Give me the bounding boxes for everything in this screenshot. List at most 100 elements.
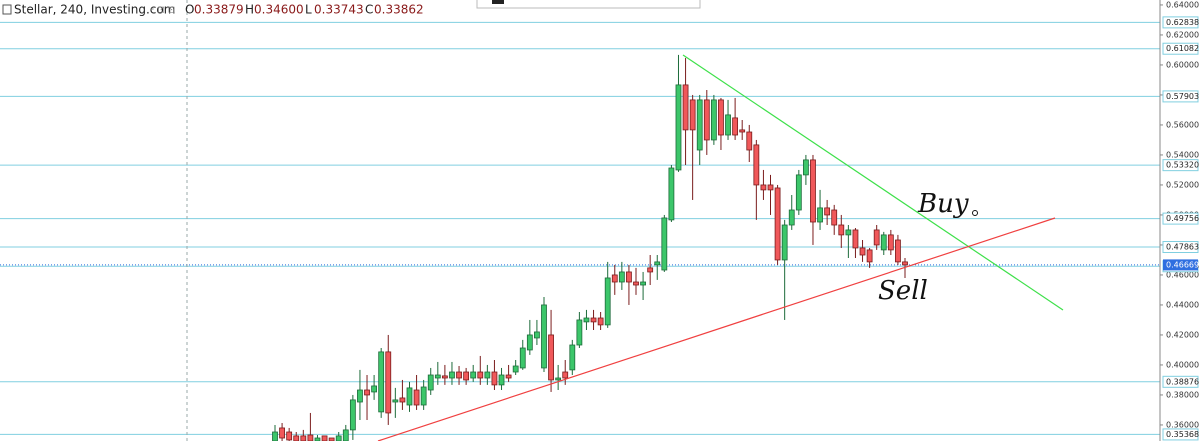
candle-body	[710, 99, 717, 141]
candle-body	[512, 365, 519, 373]
level-label-box	[1162, 375, 1199, 388]
candle-body	[427, 374, 434, 391]
candle-body	[342, 429, 349, 441]
trend-line-up[interactable]	[377, 217, 1056, 441]
candles-layer	[272, 54, 908, 441]
candle-body	[314, 437, 321, 441]
level-label-box	[1162, 90, 1199, 103]
candle-body	[618, 271, 625, 283]
candle-body	[661, 217, 668, 271]
candle-body	[307, 434, 314, 441]
y-tick-label: 0.38000	[1166, 390, 1199, 399]
level-label: 0.38876	[1166, 377, 1199, 386]
grid-layer	[0, 21, 1160, 435]
annotation-handle	[972, 210, 978, 216]
readout-key: H	[245, 3, 254, 17]
candle-body	[328, 437, 335, 441]
candle-body	[640, 281, 646, 286]
y-tick-label: 0.42000	[1166, 330, 1199, 339]
candle-body	[668, 167, 675, 221]
level-label: 0.47863	[1166, 243, 1199, 252]
candle-body	[321, 435, 328, 441]
toolbar-icon	[492, 0, 504, 4]
candle-body	[286, 431, 293, 441]
candle-body	[519, 347, 526, 369]
candle-body	[555, 377, 562, 381]
candle-body	[505, 374, 512, 379]
level-label-box	[1162, 241, 1199, 254]
candle-body	[647, 267, 654, 273]
candle-body	[392, 399, 399, 403]
readout-key: C	[365, 3, 373, 17]
candle-body	[880, 234, 887, 251]
y-tick-label: 0.62000	[1166, 30, 1199, 39]
candle-body	[781, 224, 788, 261]
trend-line-down[interactable]	[682, 54, 1064, 311]
candle-body	[795, 174, 802, 211]
settings-icon[interactable]: ⁃ ⊡ ⊡	[150, 6, 175, 16]
candle-body	[413, 389, 420, 406]
candle-body	[689, 99, 696, 131]
candle-body	[364, 389, 370, 396]
candle-body	[441, 375, 448, 379]
y-tick-label: 0.54000	[1166, 150, 1199, 159]
candle-body	[788, 209, 795, 226]
candle-body	[767, 184, 774, 191]
candle-body	[484, 371, 491, 379]
candle-body	[682, 84, 689, 131]
candle-body	[576, 319, 583, 346]
readout-key: O	[185, 3, 194, 17]
candle-body	[534, 331, 540, 339]
level-label: 0.57903	[1166, 92, 1199, 101]
level-label: 0.35368	[1166, 430, 1199, 439]
candle-body	[449, 371, 455, 379]
candle-body	[597, 317, 604, 326]
candle-body	[583, 317, 590, 323]
candle-body	[590, 317, 597, 323]
y-tick-label: 0.36000	[1166, 420, 1199, 429]
level-label: 0.61082	[1166, 44, 1199, 53]
candle-body	[420, 386, 427, 406]
y-tick-label: 0.56000	[1166, 120, 1199, 129]
candle-body	[349, 399, 356, 431]
toolbar[interactable]	[476, 0, 701, 9]
candle-body	[831, 209, 838, 226]
y-tick-label: 0.52000	[1166, 180, 1199, 189]
candle-body	[802, 159, 809, 176]
candle-body	[491, 371, 498, 386]
candle-body	[824, 207, 831, 216]
collapse-icon[interactable]	[2, 4, 12, 15]
candle-body	[335, 435, 342, 441]
candle-body	[696, 99, 703, 151]
level-label-box	[1162, 159, 1199, 172]
candle-body	[753, 144, 760, 186]
candle-body	[357, 389, 363, 403]
candle-body	[739, 129, 746, 133]
ohlc-readout: O 0.33879 H 0.34600 L 0.33743 C 0.33862	[185, 3, 424, 17]
candle-body	[611, 274, 618, 283]
level-label: 0.53320	[1166, 161, 1199, 170]
candle-body	[626, 271, 632, 283]
annotation-sell: Sell	[878, 276, 928, 306]
level-label-box	[1162, 16, 1199, 29]
y-tick-label: 0.64000	[1166, 0, 1199, 9]
last-price-label: 0.46669	[1166, 260, 1199, 269]
candle-body	[845, 229, 852, 236]
readout-value: 0.34600	[254, 3, 304, 17]
candle-body	[406, 387, 413, 406]
candle-body	[774, 187, 781, 261]
y-tick-label: 0.40000	[1166, 360, 1199, 369]
candle-body	[810, 159, 816, 223]
candle-body	[746, 131, 753, 151]
candle-body	[293, 435, 300, 441]
level-label-box	[1162, 428, 1199, 441]
candle-body	[526, 334, 533, 351]
level-label: 0.62838	[1166, 18, 1199, 27]
y-tick-label: 0.60000	[1166, 60, 1199, 69]
candle-body	[470, 371, 477, 379]
candle-body	[399, 397, 406, 403]
candle-body	[633, 281, 639, 286]
price-axis: 0.36000 0.38000 0.40000 0.42000 0.44000 0.460…	[1160, 0, 1199, 441]
candle-body	[902, 261, 908, 266]
